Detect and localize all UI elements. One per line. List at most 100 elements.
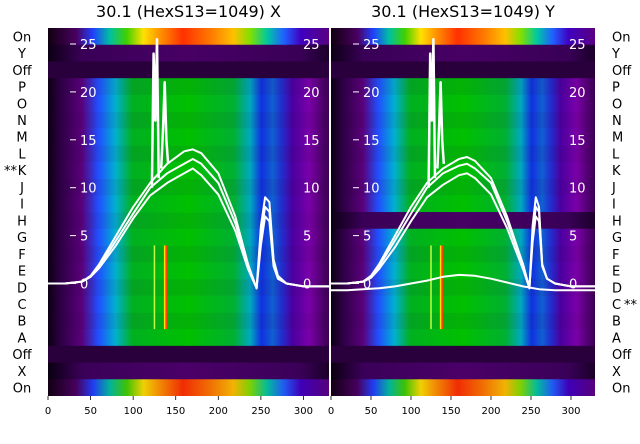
series-line: [331, 273, 595, 292]
row-label: P: [612, 81, 620, 96]
row-label: Off: [12, 348, 32, 363]
row-label: H: [612, 214, 622, 229]
heatmap: [331, 28, 595, 396]
y-tick-label-ghost: 10: [569, 182, 586, 197]
x-tick-label: 100: [401, 406, 420, 417]
row-label: K: [18, 164, 27, 179]
row-label: J: [19, 181, 24, 196]
heatmap-row: [331, 161, 595, 180]
heatmap-row: [331, 312, 595, 330]
row-label: L: [612, 147, 620, 162]
chart-title: 30.1 (HexS13=1049) Y: [371, 2, 555, 21]
spike-line: [159, 81, 170, 169]
row-label: E: [612, 265, 620, 280]
row-label: O: [17, 97, 27, 112]
heatmap-row: [331, 329, 595, 347]
row-label: Off: [612, 64, 632, 79]
row-label: I: [612, 198, 616, 213]
x-tick-label: 150: [166, 406, 185, 417]
row-label: E: [18, 265, 26, 280]
heatmap-row: [48, 178, 329, 196]
row-label: C: [17, 298, 26, 313]
row-label: On: [612, 382, 630, 397]
x-tick-label: 250: [521, 406, 540, 417]
x-tick-label: 200: [209, 406, 228, 417]
row-label: F: [612, 248, 619, 263]
heatmap-row: [331, 262, 595, 280]
y-tick-label: 20: [363, 86, 380, 101]
heatmap-row: [48, 212, 329, 230]
series-line: [331, 172, 595, 290]
y-tick-label-ghost: 0: [303, 278, 311, 293]
heatmap-row: [48, 61, 329, 79]
y-tick-label: 10: [363, 182, 380, 197]
spike-line: [436, 81, 446, 169]
y-tick-label: 5: [363, 230, 371, 245]
x-tick-label: 250: [251, 406, 270, 417]
curve-group: [48, 37, 329, 290]
x-tick-label: 300: [294, 406, 313, 417]
row-label: B: [18, 315, 27, 330]
row-label: K: [612, 164, 621, 179]
row-label: D: [612, 281, 622, 296]
y-tick-label-ghost: 20: [569, 86, 586, 101]
heatmap-row: [48, 329, 329, 347]
heatmap-row: [48, 312, 329, 330]
row-label: M: [16, 131, 27, 146]
heatmap-row: [331, 61, 595, 79]
heatmap-row: [331, 362, 595, 380]
heatmap-row: [331, 44, 595, 62]
heatmap-row: [48, 345, 329, 364]
y-tick-label: 0: [80, 278, 88, 293]
y-tick-label-ghost: 10: [303, 182, 320, 197]
heatmap-row: [331, 78, 595, 96]
row-label: H: [17, 214, 27, 229]
y-tick-label: 5: [80, 230, 88, 245]
y-tick-label-ghost: 5: [303, 230, 311, 245]
heatmap-row: [48, 145, 329, 163]
row-label: G: [17, 231, 27, 246]
row-label: On: [612, 30, 630, 45]
x-tick-label: 100: [124, 406, 143, 417]
spike-line: [150, 37, 160, 188]
y-tick-label-ghost: 0: [569, 278, 577, 293]
row-label: P: [18, 81, 26, 96]
y-tick-label: 10: [80, 182, 97, 197]
spike-line: [427, 37, 437, 188]
heatmap-row: [331, 28, 595, 46]
row-label: I: [20, 198, 24, 213]
row-label: On: [13, 382, 31, 397]
heatmap-row: [48, 111, 329, 129]
row-label: Off: [612, 348, 632, 363]
heatmap-row: [331, 212, 595, 230]
x-tick-label: 0: [45, 406, 51, 417]
row-label: D: [17, 281, 27, 296]
heatmap-row: [48, 295, 329, 313]
heatmap-row: [331, 295, 595, 313]
heatmap-row: [48, 28, 329, 46]
row-label: On: [13, 30, 31, 45]
heatmap-row: [48, 78, 329, 96]
row-label: X: [18, 365, 27, 380]
heatmap: [48, 28, 329, 396]
heatmap-row: [48, 228, 329, 246]
row-label: C: [612, 298, 621, 313]
y-tick-label-ghost: 20: [303, 86, 320, 101]
x-tick-label: 300: [561, 406, 580, 417]
heatmap-row: [331, 345, 595, 364]
heatmap-row: [331, 245, 595, 263]
chart-title: 30.1 (HexS13=1049) X: [96, 2, 281, 21]
row-label: F: [18, 248, 25, 263]
y-tick-label-ghost: 5: [569, 230, 577, 245]
row-label: B: [612, 315, 621, 330]
row-label: O: [612, 97, 622, 112]
heatmap-row: [331, 195, 595, 213]
x-tick-label: 50: [84, 406, 97, 417]
heatmap-row: [48, 44, 329, 62]
row-label: L: [18, 147, 26, 162]
y-tick-label-ghost: 15: [569, 134, 586, 149]
y-tick-label: 0: [363, 278, 371, 293]
